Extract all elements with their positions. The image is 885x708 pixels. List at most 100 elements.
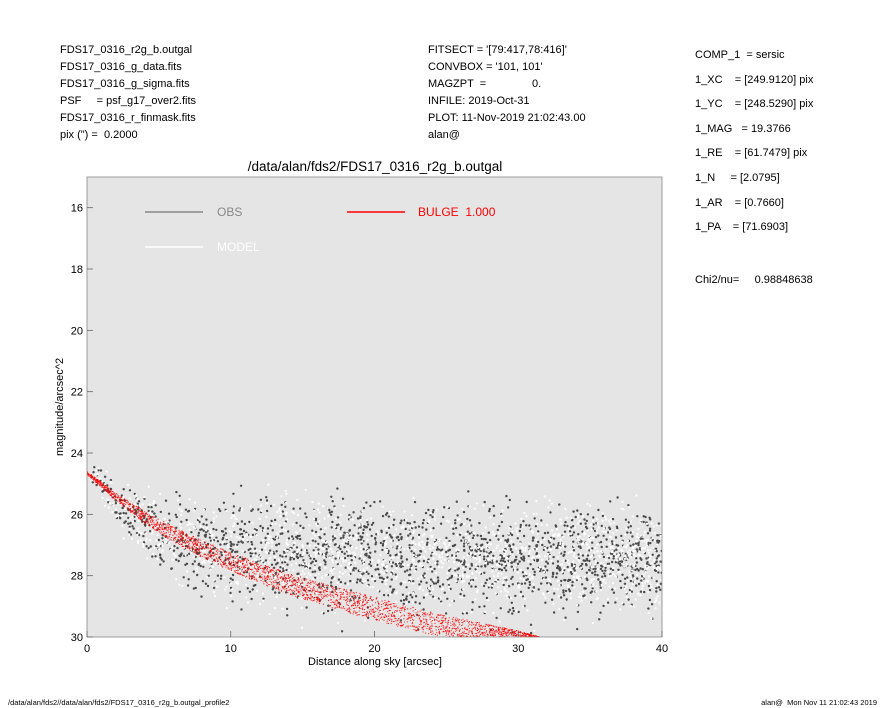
bulge-point bbox=[396, 620, 398, 622]
data-point bbox=[636, 533, 639, 536]
bulge-point bbox=[262, 578, 264, 580]
data-point bbox=[375, 573, 378, 577]
data-point bbox=[273, 538, 276, 541]
data-point bbox=[592, 577, 596, 581]
data-point bbox=[401, 563, 404, 566]
bulge-point bbox=[496, 630, 498, 632]
data-point bbox=[377, 561, 380, 564]
data-point bbox=[617, 553, 620, 556]
data-point bbox=[318, 568, 321, 572]
bulge-point bbox=[208, 547, 210, 549]
data-point bbox=[380, 570, 383, 573]
data-point bbox=[588, 539, 591, 543]
bulge-point bbox=[391, 620, 393, 623]
bulge-point bbox=[495, 626, 497, 628]
data-point bbox=[136, 498, 139, 501]
data-point bbox=[586, 543, 589, 546]
data-point bbox=[352, 551, 355, 554]
data-point bbox=[333, 537, 337, 540]
bulge-point bbox=[382, 609, 384, 611]
data-point bbox=[324, 563, 327, 566]
bulge-point bbox=[303, 587, 305, 589]
bulge-point bbox=[465, 628, 467, 630]
data-point bbox=[357, 532, 360, 535]
bulge-point bbox=[174, 538, 177, 540]
data-point bbox=[543, 570, 546, 574]
data-point bbox=[448, 543, 451, 547]
data-point bbox=[160, 551, 163, 554]
data-point bbox=[331, 550, 334, 553]
data-point bbox=[114, 502, 118, 505]
data-point bbox=[543, 495, 546, 498]
data-point bbox=[410, 514, 413, 517]
data-point bbox=[146, 557, 149, 560]
data-point bbox=[95, 469, 98, 472]
bulge-point bbox=[162, 523, 164, 525]
data-point bbox=[448, 566, 451, 570]
data-point bbox=[524, 548, 527, 551]
data-point bbox=[546, 531, 550, 534]
data-point bbox=[581, 554, 585, 557]
bulge-point bbox=[198, 547, 200, 549]
data-point bbox=[268, 581, 271, 585]
data-point bbox=[253, 547, 257, 550]
data-point bbox=[626, 539, 630, 542]
data-point bbox=[441, 587, 444, 590]
data-point bbox=[384, 583, 387, 586]
data-point bbox=[136, 533, 139, 536]
data-point bbox=[519, 542, 522, 545]
data-point bbox=[596, 561, 599, 565]
data-point bbox=[307, 564, 310, 567]
data-point bbox=[488, 552, 491, 555]
data-point bbox=[349, 518, 352, 521]
bulge-point bbox=[422, 611, 424, 614]
data-point bbox=[461, 573, 464, 577]
data-point bbox=[128, 497, 131, 500]
bulge-point bbox=[363, 597, 365, 599]
data-point bbox=[551, 573, 555, 576]
data-point bbox=[290, 554, 293, 558]
data-point bbox=[198, 557, 201, 560]
data-point bbox=[585, 541, 588, 545]
bulge-point bbox=[253, 571, 255, 573]
data-point bbox=[557, 567, 560, 570]
data-point bbox=[615, 525, 619, 528]
data-point bbox=[142, 541, 146, 544]
bulge-point bbox=[478, 625, 480, 627]
data-point bbox=[594, 559, 597, 562]
data-point bbox=[230, 595, 233, 598]
data-point bbox=[619, 586, 623, 589]
bulge-point bbox=[416, 613, 418, 616]
data-point bbox=[559, 518, 562, 521]
data-point bbox=[641, 537, 644, 541]
data-point bbox=[258, 517, 261, 521]
data-point bbox=[211, 540, 214, 543]
data-point bbox=[322, 505, 325, 508]
bulge-point bbox=[275, 588, 277, 590]
data-point bbox=[430, 554, 433, 557]
data-point bbox=[634, 568, 637, 572]
bulge-point bbox=[181, 530, 183, 532]
data-point bbox=[433, 567, 436, 571]
bulge-point bbox=[339, 592, 341, 594]
data-point bbox=[390, 539, 393, 543]
bulge-point bbox=[326, 593, 328, 596]
data-point bbox=[310, 562, 313, 565]
data-point bbox=[641, 584, 645, 588]
data-point bbox=[178, 508, 181, 511]
data-point bbox=[264, 546, 267, 550]
data-point bbox=[566, 565, 569, 569]
bulge-point bbox=[438, 620, 441, 622]
data-point bbox=[296, 551, 299, 554]
bulge-point bbox=[100, 482, 102, 484]
data-point bbox=[597, 508, 600, 512]
data-point bbox=[429, 578, 433, 581]
data-point bbox=[440, 559, 443, 562]
data-point bbox=[576, 536, 579, 539]
data-point bbox=[330, 568, 333, 571]
data-point bbox=[538, 566, 542, 569]
bulge-point bbox=[210, 556, 212, 558]
bulge-point bbox=[494, 634, 496, 637]
bulge-point bbox=[182, 541, 184, 544]
data-point bbox=[140, 532, 143, 535]
